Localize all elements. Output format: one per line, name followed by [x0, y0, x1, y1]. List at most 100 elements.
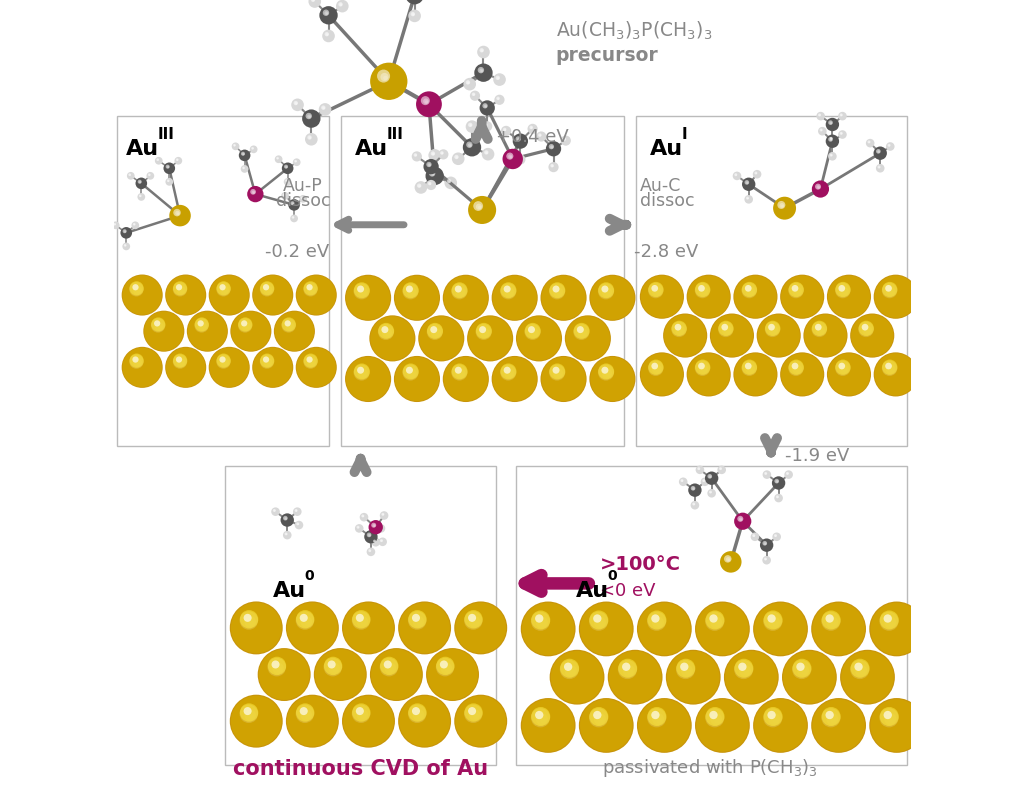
Circle shape	[394, 275, 440, 321]
Circle shape	[591, 357, 635, 401]
Circle shape	[886, 142, 895, 151]
Circle shape	[129, 174, 131, 176]
Circle shape	[885, 285, 892, 292]
Circle shape	[886, 364, 896, 375]
Circle shape	[125, 231, 126, 233]
Circle shape	[724, 650, 778, 705]
Circle shape	[381, 540, 382, 541]
Circle shape	[498, 98, 499, 100]
Circle shape	[231, 312, 270, 351]
Circle shape	[685, 669, 691, 676]
Circle shape	[419, 316, 463, 360]
Circle shape	[285, 166, 288, 168]
Circle shape	[259, 650, 309, 700]
Circle shape	[569, 669, 575, 676]
Circle shape	[310, 361, 315, 366]
Circle shape	[296, 610, 314, 629]
Circle shape	[137, 193, 145, 201]
Circle shape	[710, 617, 722, 629]
Circle shape	[777, 497, 778, 498]
Circle shape	[821, 611, 841, 631]
Circle shape	[342, 602, 395, 654]
Circle shape	[426, 180, 436, 190]
Circle shape	[209, 347, 250, 388]
Circle shape	[869, 698, 924, 753]
Circle shape	[440, 662, 453, 674]
Circle shape	[129, 281, 143, 296]
Circle shape	[137, 179, 141, 184]
Circle shape	[873, 275, 918, 319]
Circle shape	[580, 699, 633, 752]
Circle shape	[165, 274, 206, 316]
Circle shape	[675, 324, 681, 331]
Circle shape	[132, 356, 138, 363]
Circle shape	[841, 114, 843, 116]
Circle shape	[681, 665, 693, 677]
Circle shape	[440, 151, 443, 155]
Circle shape	[812, 320, 827, 336]
FancyBboxPatch shape	[118, 116, 329, 446]
Circle shape	[885, 713, 896, 725]
Circle shape	[313, 0, 314, 1]
Circle shape	[371, 650, 422, 700]
Circle shape	[768, 324, 775, 331]
Circle shape	[734, 276, 776, 318]
Circle shape	[112, 222, 120, 230]
Circle shape	[865, 329, 870, 334]
Circle shape	[416, 92, 442, 117]
Circle shape	[879, 167, 881, 168]
Circle shape	[648, 283, 664, 298]
Circle shape	[155, 157, 163, 165]
Circle shape	[826, 713, 839, 725]
Circle shape	[295, 510, 297, 512]
Circle shape	[273, 311, 315, 351]
Circle shape	[466, 120, 478, 133]
Circle shape	[474, 64, 493, 82]
Circle shape	[741, 282, 757, 297]
Circle shape	[882, 359, 897, 375]
Text: continuous CVD of Au: continuous CVD of Au	[233, 760, 488, 779]
Circle shape	[880, 709, 899, 728]
Circle shape	[179, 289, 184, 294]
Circle shape	[244, 707, 252, 715]
Circle shape	[176, 286, 185, 295]
Circle shape	[325, 11, 329, 15]
Circle shape	[410, 291, 416, 296]
Circle shape	[345, 275, 391, 321]
Circle shape	[829, 137, 833, 139]
Circle shape	[233, 144, 236, 147]
Circle shape	[829, 154, 833, 156]
Circle shape	[472, 92, 475, 96]
Circle shape	[838, 112, 847, 120]
Circle shape	[179, 361, 184, 366]
Circle shape	[360, 620, 367, 626]
Circle shape	[698, 468, 699, 469]
Circle shape	[850, 660, 869, 679]
Circle shape	[638, 699, 690, 752]
Circle shape	[361, 372, 367, 378]
Circle shape	[819, 128, 822, 132]
Circle shape	[369, 550, 371, 552]
Circle shape	[245, 616, 256, 628]
Circle shape	[417, 183, 421, 188]
Circle shape	[638, 603, 690, 655]
Circle shape	[763, 541, 767, 546]
Circle shape	[352, 705, 371, 723]
Circle shape	[274, 510, 275, 512]
Circle shape	[173, 354, 187, 367]
Circle shape	[283, 531, 292, 540]
Circle shape	[241, 165, 249, 173]
Circle shape	[369, 549, 372, 552]
Circle shape	[641, 276, 683, 318]
Circle shape	[315, 650, 366, 700]
Circle shape	[836, 282, 851, 297]
Circle shape	[167, 166, 169, 168]
Circle shape	[370, 551, 371, 552]
Circle shape	[355, 707, 364, 715]
Circle shape	[522, 699, 574, 752]
Circle shape	[839, 285, 845, 292]
Circle shape	[553, 368, 563, 379]
Circle shape	[272, 509, 275, 512]
Circle shape	[724, 555, 731, 563]
Circle shape	[353, 283, 370, 300]
